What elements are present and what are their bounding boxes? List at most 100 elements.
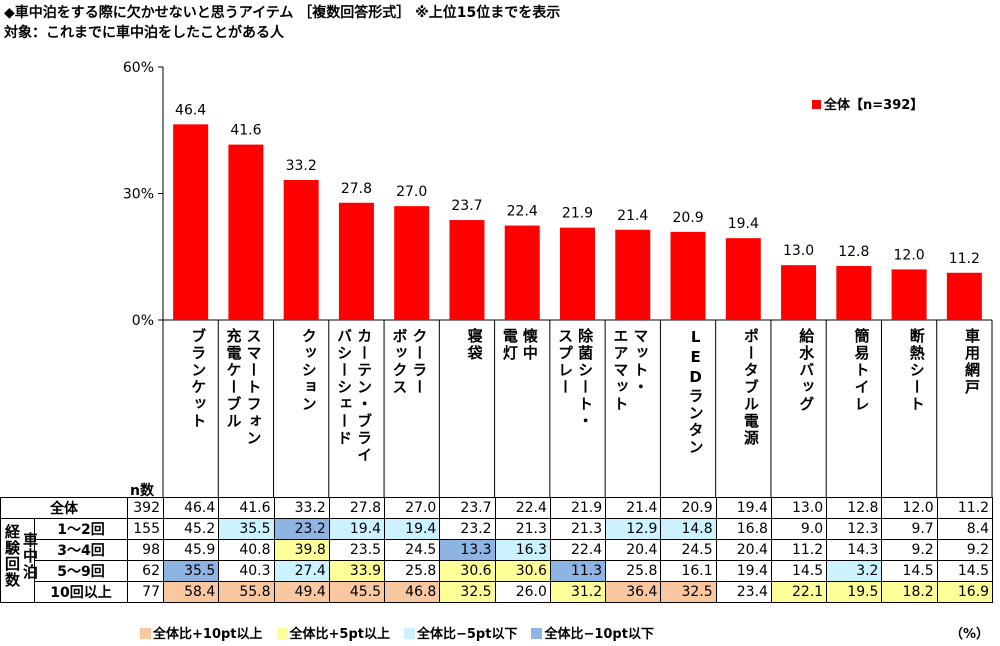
table-cell: 33.2: [273, 497, 330, 519]
table-cell: 40.3: [218, 560, 275, 582]
bar: [725, 238, 761, 320]
table-cell: 11.2: [770, 539, 828, 561]
table-cell: 27.8: [328, 497, 386, 519]
table-cell: 9.2: [936, 539, 993, 561]
bar: [560, 227, 595, 320]
bar-value-label: 41.6: [230, 123, 261, 139]
table-cell: 30.6: [439, 560, 496, 582]
highlight-swatch: [140, 628, 151, 639]
category-label: マット・ エアマット: [605, 326, 660, 496]
category-label-text: ポータブル電源: [741, 328, 760, 447]
table-cell: 9.7: [881, 518, 938, 540]
table-cell: 27.4: [273, 560, 330, 582]
table-cell: 45.2: [162, 518, 220, 540]
category-label-text: スマートフォン 充電ケーブル: [224, 328, 263, 447]
bar-value-label: 27.8: [341, 181, 372, 197]
table-cell: 24.5: [660, 539, 717, 561]
table-cell: 3.2: [826, 560, 883, 582]
table-cell: 14.3: [826, 539, 883, 561]
category-label: 除菌シート・ スプレー: [550, 326, 605, 496]
table-cell: 22.1: [770, 581, 828, 603]
bar-value-label: 12.8: [838, 244, 869, 260]
row-label: 全体: [0, 497, 128, 519]
table-cell: 12.3: [826, 518, 883, 540]
row-n: 392: [127, 497, 164, 519]
bar-value-label: 22.4: [507, 204, 538, 220]
table-cell: 23.4: [715, 581, 772, 603]
highlight-label: 全体比−10pt以下: [544, 627, 654, 642]
category-label-text: 断熱シート: [907, 328, 926, 413]
table-cell: 14.5: [770, 560, 828, 582]
table-cell: 40.8: [218, 539, 275, 561]
category-label-text: 除菌シート・ スプレー: [556, 328, 595, 430]
category-label: カーテン・ブライ バシーシェード: [329, 326, 384, 496]
table-row: 10回以上 77 58.4 55.8 49.4 45.5 46.8 32.5 26.0 31.2 3…: [1, 581, 993, 603]
table-cell: 19.4: [328, 518, 386, 540]
bar: [228, 144, 264, 320]
table-cell: 36.4: [605, 581, 662, 603]
category-label: 車用網戸: [937, 326, 992, 496]
table-cell: 12.0: [881, 497, 938, 519]
bar: [173, 124, 209, 320]
bar-chart: 0% 30% 60% 46.4 41.6 33.2 27.8 27.0 23.7 22.4 21.9…: [123, 60, 993, 497]
table-cell: 16.8: [715, 518, 772, 540]
table-cell: 21.9: [549, 497, 607, 519]
table-cell: 32.5: [439, 581, 496, 603]
table-cell: 25.8: [384, 560, 441, 582]
category-label-text: 車用網戸: [962, 328, 981, 396]
highlight-label: 全体比+5pt以上: [289, 627, 390, 642]
table-cell: 30.6: [494, 560, 551, 582]
bar: [946, 272, 982, 320]
y-tick-label: 60%: [123, 60, 154, 76]
table-cell: 11.3: [549, 560, 607, 582]
table-cell: 21.3: [549, 518, 607, 540]
row-n: 155: [127, 518, 164, 540]
table-cell: 19.4: [384, 518, 441, 540]
category-label-text: 簡易トイレ: [852, 328, 871, 413]
category-label: 給水バッグ: [771, 326, 826, 496]
row-label: 10回以上: [34, 581, 128, 603]
table-cell: 26.0: [494, 581, 551, 603]
page-title: ◆車中泊をする際に欠かせないと思うアイテム ［複数回答形式］ ※上位15位までを…: [4, 5, 561, 21]
table-cell: 20.4: [715, 539, 772, 561]
row-label: 3〜4回: [34, 539, 128, 561]
table-cell: 25.8: [605, 560, 662, 582]
table-cell: 23.2: [439, 518, 496, 540]
table-cell: 19.4: [715, 560, 772, 582]
highlight-legend-item: 全体比−5pt以下: [403, 623, 518, 642]
table-cell: 18.2: [881, 581, 938, 603]
table-cell: 58.4: [162, 581, 220, 603]
row-label: 5〜9回: [34, 560, 128, 582]
highlight-label: 全体比+10pt以上: [153, 627, 263, 642]
table-cell: 22.4: [494, 497, 551, 519]
table-cell: 14.5: [881, 560, 938, 582]
category-label: 寝袋: [439, 326, 494, 496]
table-row: 1〜2回 155 45.2 35.5 23.2 19.4 19.4 23.2 21.3 21.3 1…: [0, 518, 993, 603]
side-label-cell: [0, 518, 35, 603]
side-label-group: 経験回数: [3, 524, 21, 588]
highlight-label: 全体比−5pt以下: [416, 627, 518, 642]
table-cell: 16.3: [494, 539, 551, 561]
bar-value-label: 11.2: [949, 251, 980, 267]
legend-swatch: [812, 100, 821, 109]
table-cell: 21.3: [494, 518, 551, 540]
table-row: 3〜4回 98 45.9 40.8 39.8 23.5 24.5 13.3 16.3 22.4 20…: [1, 539, 993, 561]
row-n: 77: [127, 581, 164, 603]
row-n: 62: [127, 560, 164, 582]
bar-value-label: 13.0: [783, 243, 814, 259]
table-cell: 19.4: [715, 497, 772, 519]
table-cell: 31.2: [549, 581, 607, 603]
bar-value-label: 23.7: [451, 198, 482, 214]
category-label-text: LEDランタン: [686, 328, 705, 456]
table-cell: 20.9: [660, 497, 717, 519]
category-label: 簡易トイレ: [826, 326, 881, 496]
bar-value-label: 21.9: [562, 206, 593, 222]
table-cell: 27.0: [384, 497, 441, 519]
category-label: クーラー ボックス: [384, 326, 439, 496]
crosstab-table: 全体 392 46.4 41.6 33.2 27.8 27.0 23.7 22.4 21.9 21.…: [0, 497, 993, 603]
table-cell: 32.5: [660, 581, 717, 603]
table-cell: 46.4: [162, 497, 220, 519]
table-cell: 12.9: [605, 518, 662, 540]
table-cell: 55.8: [218, 581, 275, 603]
table-cell: 19.5: [826, 581, 883, 603]
